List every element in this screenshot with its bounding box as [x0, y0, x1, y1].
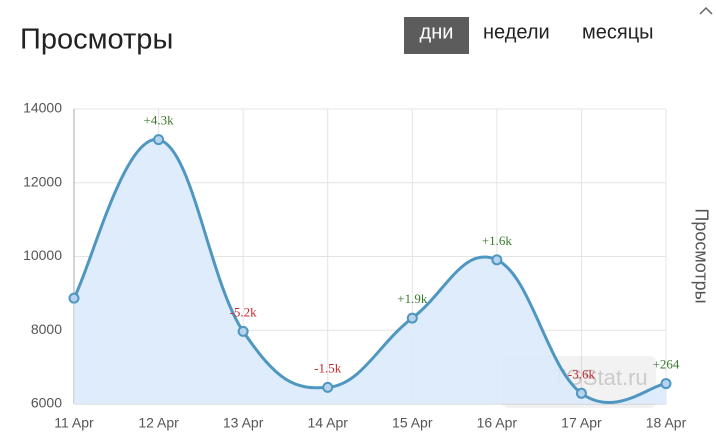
- plot: 6000 8000 10000 12000 14000 11 Apr 12 Apr 13 Ap…: [23, 100, 687, 431]
- delta-label: -5.2k: [230, 304, 258, 319]
- point[interactable]: [491, 254, 503, 266]
- y-tick-label: 14000: [23, 100, 62, 116]
- delta-label: +264: [653, 357, 680, 372]
- x-tick-label: 17 Apr: [561, 415, 602, 431]
- point[interactable]: [68, 292, 80, 304]
- tab-active-bg: [404, 17, 469, 54]
- tab-bar: дни недели месяцы: [404, 17, 654, 54]
- delta-label: +1.9k: [397, 291, 428, 306]
- y-tick-label: 10000: [23, 247, 62, 263]
- tab[interactable]: недели: [483, 21, 550, 43]
- point[interactable]: [237, 325, 249, 337]
- y-tick-label: 12000: [23, 173, 62, 189]
- page-title: Просмотры: [20, 24, 173, 56]
- x-tick-label: 16 Apr: [477, 415, 518, 431]
- x-tick-label: 12 Apr: [138, 415, 179, 431]
- y-tick-label: 8000: [31, 321, 62, 337]
- y-tick-label: 6000: [31, 395, 62, 411]
- point[interactable]: [660, 378, 672, 390]
- point[interactable]: [322, 381, 334, 393]
- x-tick-label: 14 Apr: [307, 415, 348, 431]
- delta-label: +4.3k: [144, 113, 175, 128]
- delta-label: +1.6k: [482, 233, 513, 248]
- area: [74, 139, 666, 405]
- y-axis-title: Просмотры: [691, 208, 711, 303]
- x-tick-label: 11 Apr: [54, 415, 94, 431]
- x-tick-label: 13 Apr: [223, 415, 264, 431]
- tab[interactable]: дни: [420, 21, 454, 43]
- point[interactable]: [406, 312, 418, 324]
- point[interactable]: [575, 387, 587, 399]
- x-tick-label: 15 Apr: [392, 415, 433, 431]
- delta-label: -3.6k: [568, 366, 596, 381]
- delta-label: -1.5k: [314, 360, 342, 375]
- tab[interactable]: месяцы: [582, 21, 654, 43]
- collapse-icon[interactable]: [699, 6, 713, 15]
- x-tick-label: 18 Apr: [646, 415, 687, 431]
- point[interactable]: [153, 134, 165, 146]
